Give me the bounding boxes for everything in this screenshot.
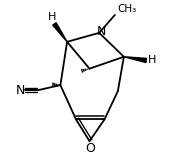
Text: H: H [148,55,157,65]
Text: CH₃: CH₃ [117,4,136,14]
Text: H: H [48,12,56,22]
Polygon shape [53,23,67,42]
Text: O: O [85,142,95,155]
Text: N: N [15,84,25,97]
Polygon shape [124,57,147,63]
Text: N: N [96,25,106,38]
